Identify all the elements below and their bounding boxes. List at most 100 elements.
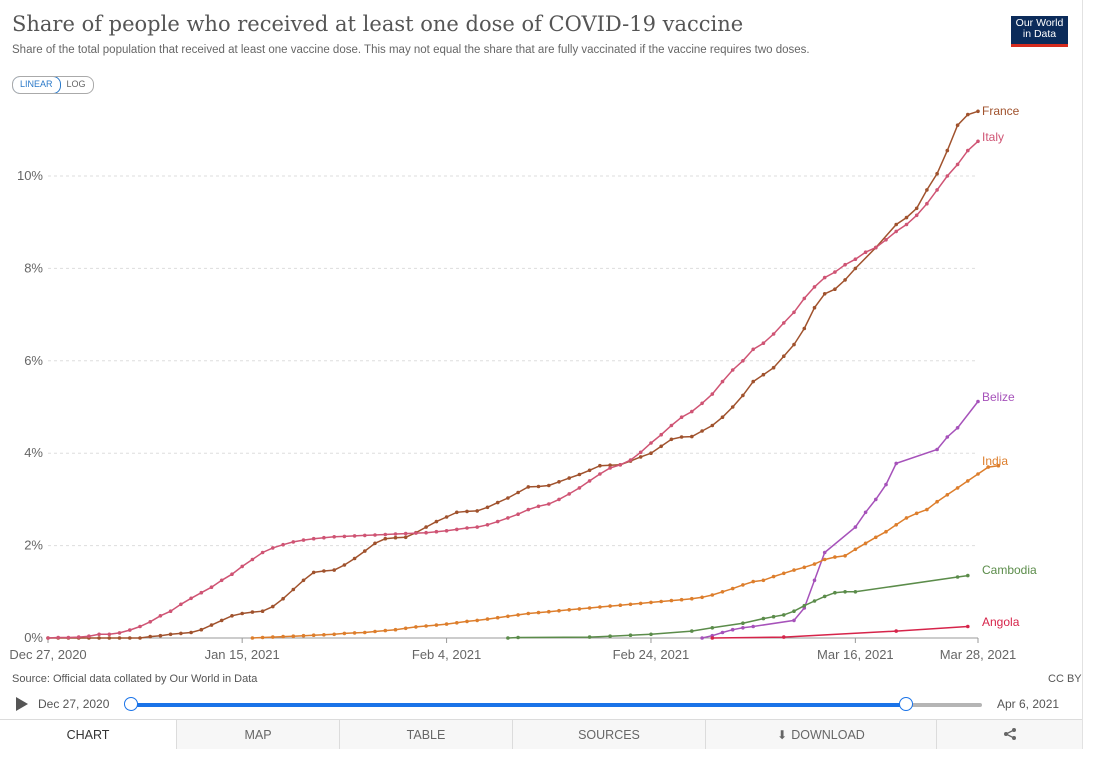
data-point xyxy=(618,463,623,467)
play-icon[interactable] xyxy=(16,697,28,711)
tab-chart[interactable]: CHART xyxy=(0,720,177,749)
data-point xyxy=(761,372,766,377)
data-point xyxy=(741,359,745,363)
series-label: Belize xyxy=(982,390,1015,404)
data-point xyxy=(240,564,244,569)
timeline-end-handle[interactable] xyxy=(899,697,913,711)
data-point xyxy=(250,610,255,614)
data-point xyxy=(424,525,428,529)
data-point xyxy=(812,562,817,566)
data-point xyxy=(914,213,919,218)
data-point xyxy=(720,590,725,594)
data-point xyxy=(812,285,817,289)
series-india[interactable] xyxy=(250,463,1001,640)
share-button[interactable] xyxy=(937,720,1082,749)
data-point xyxy=(495,615,500,620)
data-point xyxy=(424,624,428,628)
data-point xyxy=(741,393,745,398)
data-point xyxy=(414,531,418,535)
series-belize[interactable] xyxy=(700,399,980,640)
data-point xyxy=(884,238,888,242)
tab-sources[interactable]: SOURCES xyxy=(513,720,706,749)
data-point xyxy=(782,613,786,617)
data-point xyxy=(281,634,285,639)
data-point xyxy=(373,629,377,634)
data-point xyxy=(955,162,960,167)
data-point xyxy=(802,565,807,570)
series-line xyxy=(47,140,979,639)
data-point xyxy=(557,608,561,613)
data-point xyxy=(495,519,500,524)
series-france[interactable] xyxy=(46,109,980,640)
data-point xyxy=(516,613,520,617)
data-point xyxy=(955,486,960,490)
data-point xyxy=(219,578,224,583)
data-point xyxy=(863,510,868,515)
data-point xyxy=(46,636,50,640)
data-point xyxy=(455,621,459,625)
data-point xyxy=(424,530,428,535)
tab-table[interactable]: TABLE xyxy=(340,720,513,749)
data-point xyxy=(792,618,796,623)
data-point xyxy=(455,527,459,532)
data-point xyxy=(935,499,939,504)
data-point xyxy=(874,497,878,502)
y-tick-label: 0% xyxy=(24,630,43,645)
linear-scale-button[interactable]: LINEAR xyxy=(12,77,61,93)
chart-frame: Share of people who received at least on… xyxy=(0,0,1083,749)
data-point xyxy=(812,599,817,603)
data-point xyxy=(894,523,898,527)
data-point xyxy=(352,556,357,561)
tab-map[interactable]: MAP xyxy=(177,720,340,749)
data-point xyxy=(158,614,163,618)
data-point xyxy=(475,618,480,623)
data-point xyxy=(669,437,674,442)
timeline-track[interactable] xyxy=(130,703,982,707)
data-point xyxy=(281,542,285,547)
data-point xyxy=(373,541,377,546)
data-point xyxy=(659,444,663,449)
data-point xyxy=(281,596,285,601)
data-point xyxy=(822,275,827,280)
tab-download[interactable]: ⬇ DOWNLOAD xyxy=(706,720,937,749)
scale-toggle: LINEAR LOG xyxy=(12,76,94,94)
data-point xyxy=(782,321,786,325)
data-point xyxy=(526,507,531,512)
data-point xyxy=(383,532,388,537)
data-point xyxy=(332,632,337,637)
data-point xyxy=(117,636,122,640)
data-point xyxy=(935,171,939,176)
series-label: Angola xyxy=(982,615,1020,629)
data-point xyxy=(874,535,878,540)
data-point xyxy=(761,578,766,583)
y-tick-label: 10% xyxy=(17,168,43,183)
log-scale-button[interactable]: LOG xyxy=(66,79,86,89)
data-point xyxy=(894,461,898,466)
data-point xyxy=(547,502,551,506)
timeline-start-label: Dec 27, 2020 xyxy=(38,697,110,711)
data-point xyxy=(700,401,704,406)
series-cambodia[interactable] xyxy=(506,573,970,640)
data-point xyxy=(966,624,970,629)
data-point xyxy=(547,609,551,614)
y-tick-label: 2% xyxy=(24,538,43,553)
license-link[interactable]: CC BY xyxy=(1048,673,1082,685)
data-point xyxy=(301,538,306,542)
series-angola[interactable] xyxy=(710,624,970,640)
y-tick-label: 4% xyxy=(24,445,43,460)
data-point xyxy=(475,525,480,529)
data-point xyxy=(659,432,663,437)
owid-logo[interactable]: Our World in Data xyxy=(1011,16,1068,47)
data-point xyxy=(444,622,449,626)
timeline-start-handle[interactable] xyxy=(124,697,138,711)
data-point xyxy=(189,630,193,635)
data-point xyxy=(679,597,684,602)
data-point xyxy=(138,624,142,629)
data-point xyxy=(587,606,592,610)
data-point xyxy=(700,595,704,600)
data-point xyxy=(792,609,796,613)
data-point xyxy=(945,493,950,497)
data-point xyxy=(741,583,745,587)
series-italy[interactable] xyxy=(46,139,980,640)
data-point xyxy=(414,625,418,629)
